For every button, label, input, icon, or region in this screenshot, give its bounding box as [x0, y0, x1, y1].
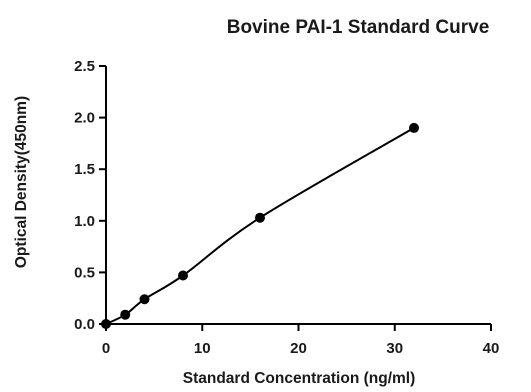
- chart-title: Bovine PAI-1 Standard Curve: [227, 17, 490, 38]
- y-tick-label: 1.5: [74, 161, 95, 178]
- x-tick-label: 40: [483, 340, 500, 357]
- data-point: [139, 294, 150, 305]
- data-point: [255, 212, 265, 223]
- data-point: [409, 122, 419, 133]
- data-point: [120, 309, 131, 320]
- y-tick-label: 2.5: [74, 58, 95, 75]
- y-tick-label: 1.0: [74, 213, 95, 230]
- x-tick-label: 20: [290, 340, 307, 357]
- data-point: [178, 270, 188, 281]
- y-axis-label: Optical Density(450nm): [13, 96, 30, 268]
- fit-curve: [105, 127, 415, 325]
- x-tick-label: 10: [194, 340, 211, 357]
- y-tick-label: 0.0: [74, 316, 95, 333]
- y-tick-label: 0.5: [74, 264, 95, 281]
- y-tick-label: 2.0: [74, 110, 95, 127]
- plot-area: 0.0 0.5 1.0 1.5 2.0 2.5 0 10 20 30 40: [74, 58, 499, 357]
- x-tick-label: 0: [102, 340, 110, 357]
- x-axis-label: Standard Concentration (ng/ml): [183, 370, 416, 387]
- data-point: [101, 319, 111, 329]
- x-tick-label: 30: [386, 340, 403, 357]
